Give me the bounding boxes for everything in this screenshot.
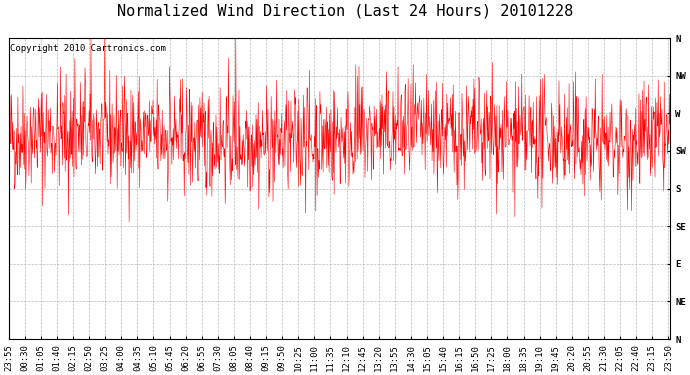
Text: Copyright 2010 Cartronics.com: Copyright 2010 Cartronics.com: [10, 44, 166, 53]
Text: Normalized Wind Direction (Last 24 Hours) 20101228: Normalized Wind Direction (Last 24 Hours…: [117, 4, 573, 19]
